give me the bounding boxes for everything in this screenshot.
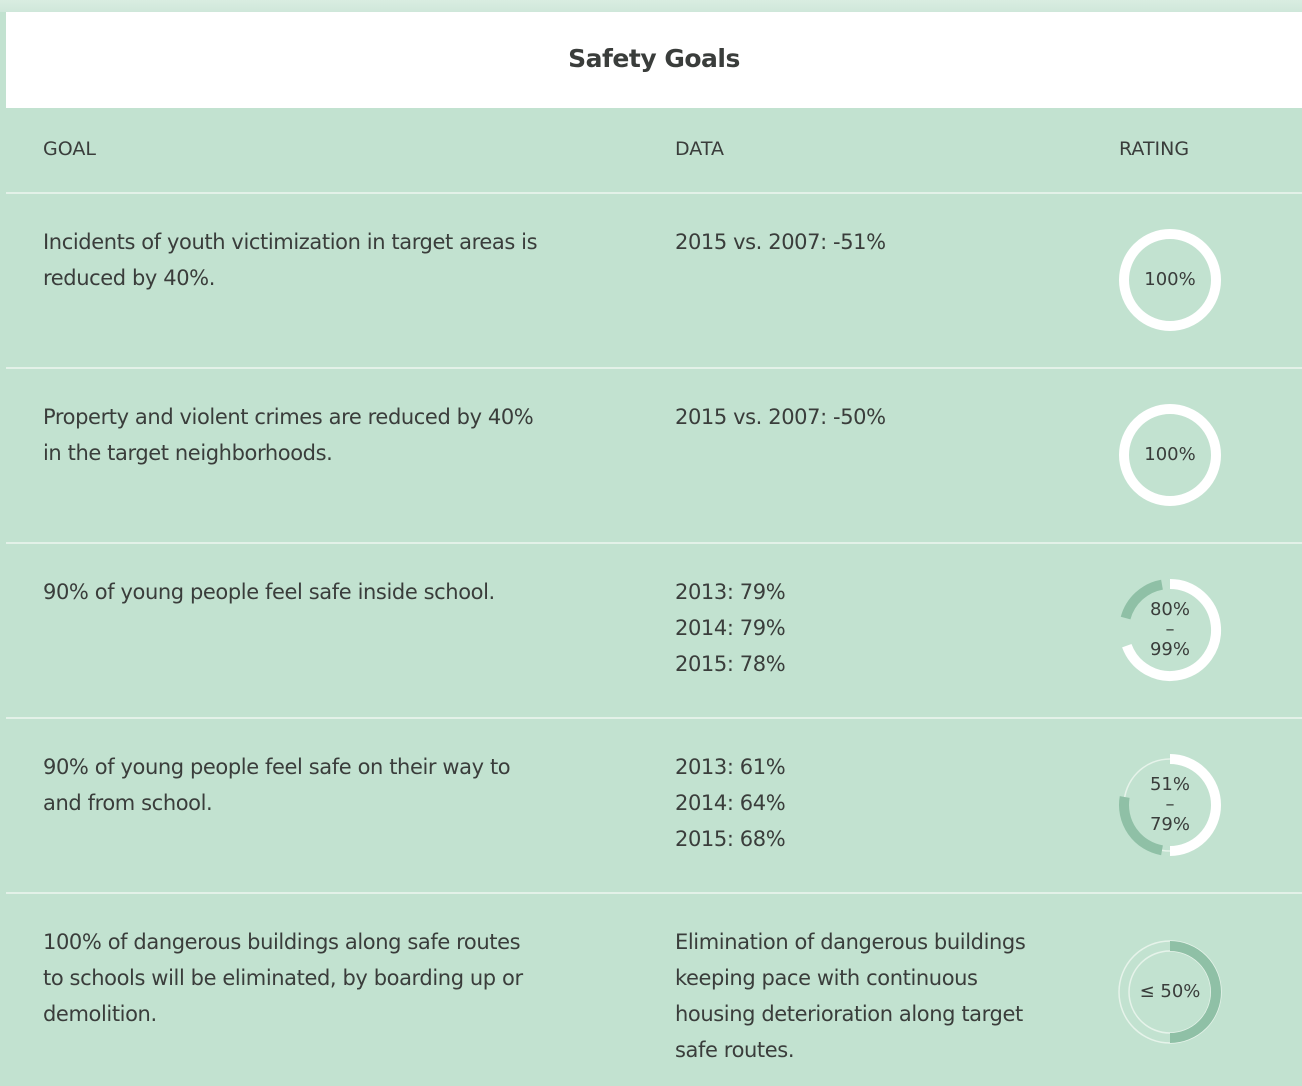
data-line: 2015 vs. 2007: -51% [675,230,886,254]
data-line: 2013: 79% [675,580,786,604]
table-row: Property and violent crimes are reduced … [6,367,1302,544]
rating-line: 80% [1149,599,1190,620]
rating-label: 100% [1118,403,1222,507]
rating-line: 99% [1149,639,1190,660]
title: Safety Goals [568,44,740,73]
rating-line: 100% [1144,269,1196,290]
data-line: 2013: 61% [675,755,786,779]
data-cell: 2013: 61% 2014: 64% 2015: 68% [675,749,1045,857]
rating-label: 100% [1118,228,1222,332]
rating-ring [1118,940,1222,1044]
table-row: Incidents of youth victimization in targ… [6,192,1302,369]
rating-line: 79% [1149,814,1190,835]
column-header: RATING [1119,138,1190,160]
goal-text: 90% of young people feel safe inside sch… [43,580,495,604]
data-cell: 2015 vs. 2007: -51% [675,224,1045,260]
goal-text: Property and violent crimes are reduced … [43,405,534,465]
data-cell: 2013: 79% 2014: 79% 2015: 78% [675,574,1045,682]
rating-label: 51% –79% [1118,753,1222,857]
column-header: DATA [675,138,724,160]
data-line: 2014: 64% [675,791,786,815]
data-cell: Elimination of dangerous buildings keepi… [675,924,1045,1068]
data-line: 2015 vs. 2007: -50% [675,405,886,429]
rating-ring [1119,754,1221,856]
rating-line: – [1165,794,1175,815]
header: Safety Goals [6,12,1302,108]
data-line: 2015: 68% [675,827,786,851]
data-line: 2015: 78% [675,652,786,676]
rating-line: 51% [1149,774,1190,795]
rating-label: ≤ 50% [1118,940,1222,1044]
rating-ring [1119,404,1221,506]
rating-line: 100% [1144,444,1196,465]
goal-text: Incidents of youth victimization in targ… [43,230,538,290]
goal-text: 90% of young people feel safe on their w… [43,755,511,815]
data-cell: 2015 vs. 2007: -50% [675,399,1045,435]
data-line: Elimination of dangerous buildings keepi… [675,930,1026,1062]
table-row: 90% of young people feel safe inside sch… [6,542,1302,719]
rating-ring [1120,579,1222,681]
goal-text: 100% of dangerous buildings along safe r… [43,930,523,1026]
rating-line: – [1165,619,1175,640]
table-row: 100% of dangerous buildings along safe r… [6,892,1302,1069]
table-row: 90% of young people feel safe on their w… [6,717,1302,894]
rating-label: 80% –99% [1118,578,1222,682]
rating-line: ≤ 50% [1139,981,1201,1002]
rating-ring [1119,229,1221,331]
data-line: 2014: 79% [675,616,786,640]
table: GOAL DATA RATING Incidents of youth vict… [6,108,1302,1086]
column-header: GOAL [43,138,96,160]
